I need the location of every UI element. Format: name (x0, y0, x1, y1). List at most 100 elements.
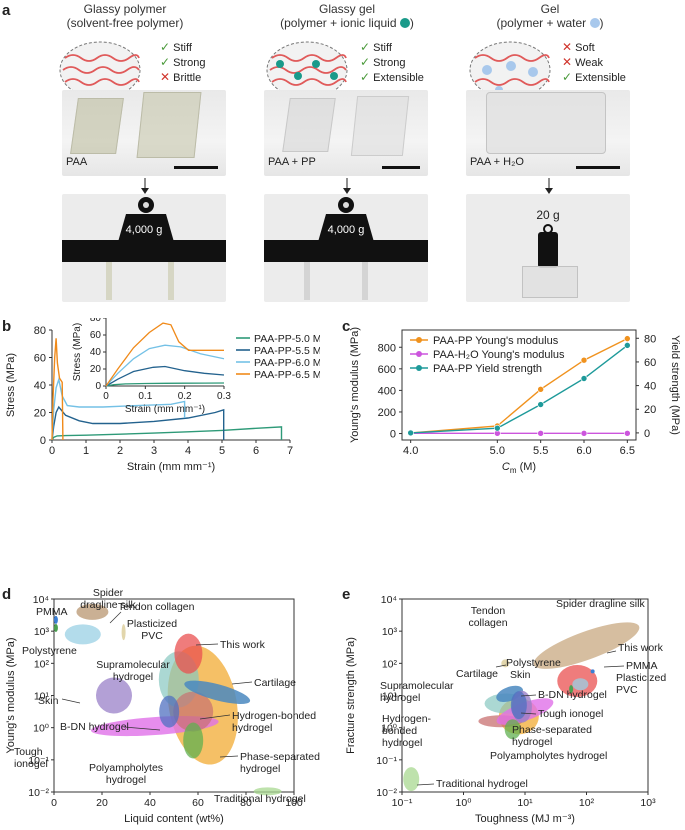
prop-text: Strong (373, 57, 406, 69)
inset-y-tick-label: 40 (90, 347, 102, 358)
region-label: Spider (93, 587, 124, 599)
x-tick-label: 10¹ (517, 797, 533, 809)
x-tick-label: 10⁻¹ (392, 797, 413, 809)
y-right-axis-label: Yield strength (MPa) (669, 335, 681, 435)
region-label: Tough (14, 746, 43, 758)
region-traditional-hydrogel (253, 787, 282, 796)
x-tick-label: 60 (192, 797, 204, 809)
paa-pp-sample-piece (350, 96, 410, 156)
x-tick-label: 6 (253, 445, 259, 457)
glassy-gel-schematic (266, 41, 348, 127)
region-skin (96, 677, 132, 714)
inset-y-tick-label: 80 (90, 318, 102, 324)
region-label: Tendon (471, 605, 506, 617)
paa-h2o-photo: PAA + H₂O (466, 90, 630, 176)
y-tick-label: 10³ (382, 626, 398, 638)
col1-subtitle-text: (solvent-free polymer) (66, 16, 184, 30)
region-label: Plasticized (616, 672, 666, 684)
region-this-work (174, 633, 203, 674)
leader-line (109, 611, 122, 624)
data-point (624, 430, 631, 437)
cross-icon: ✕ (562, 55, 573, 69)
y-tick-label: 0 (40, 435, 46, 447)
col1-title: Glassy polymer (solvent-free polymer) (30, 2, 220, 30)
beam (264, 240, 428, 262)
scale-bar (174, 166, 218, 169)
region-label: Cartilage (456, 668, 498, 680)
y-tick-label: 40 (34, 380, 46, 392)
col1-title-text: Glassy polymer (83, 2, 167, 16)
x-tick-label: 20 (96, 797, 108, 809)
y-tick-label: 10³ (34, 626, 50, 638)
weight-icon (318, 197, 374, 242)
series-line-PAA-PP-6.5 M (51, 338, 64, 441)
y-tick-label: 10⁰ (381, 723, 398, 735)
paa-pp-photo: PAA + PP (264, 90, 428, 176)
check-icon: ✓ (360, 55, 371, 69)
y-tick-label: 400 (378, 385, 396, 397)
region-polyampholytes-hydrogel (183, 722, 204, 759)
paa-pp-sample-piece (282, 98, 336, 152)
region-label: This work (220, 639, 266, 651)
region-plasticized-pvc (64, 624, 101, 645)
leader-line (606, 650, 617, 654)
prop-text: Strong (173, 57, 206, 69)
prop-text: Extensible (575, 72, 626, 84)
inset-series-line-PAA-PP-5.0 M (105, 382, 225, 387)
x-tick-label: 10² (579, 797, 595, 809)
region-label: This work (618, 642, 664, 654)
panel-c-label: c (342, 318, 351, 335)
down-arrow-icon (141, 178, 149, 194)
region-label: Hydrogen- (382, 713, 432, 725)
inset-y-axis-label: Stress (MPa) (72, 323, 83, 381)
col2-subtitle-text: (polymer + ionic liquid (280, 16, 397, 30)
prop-text: Soft (575, 42, 595, 54)
region-label: PVC (616, 684, 638, 696)
region-label: PMMA (626, 660, 658, 672)
region-polystyrene (53, 623, 58, 632)
y-tick-label: 10⁴ (381, 594, 397, 606)
region-label: Supramolecular (96, 659, 170, 671)
weight-label: 20 g (536, 208, 560, 222)
y-right-tick-label: 40 (644, 381, 656, 393)
region-label: hydrogel (512, 736, 552, 748)
col2-title-text: Glassy gel (318, 2, 376, 16)
x-tick-label: 4.0 (403, 445, 418, 457)
check-icon: ✓ (360, 40, 371, 54)
region-pmma (53, 615, 58, 624)
gel-block (522, 266, 578, 298)
x-tick-label: 40 (144, 797, 156, 809)
ashby-modulus-chart: 0 20 40 60 80 100 10⁻² 10⁻¹ 10⁰ 10¹ 10² 10³ 10⁴ Liqui… (5, 587, 320, 825)
x-tick-label: 1 (83, 445, 89, 457)
prop-row: ✕ Brittle (160, 70, 206, 85)
data-point (537, 430, 544, 437)
legend-label: PAA-PP-6.0 M (254, 357, 320, 369)
region-plasticized-pvc (572, 678, 589, 691)
data-point (580, 356, 588, 364)
leader-line (231, 681, 253, 685)
region-polystyrene (569, 685, 574, 694)
y-tick-label: 200 (378, 407, 396, 419)
photo-label: PAA (66, 156, 88, 168)
paa-h2o-sample-piece (486, 92, 606, 154)
modulus-concentration-chart: 4.0 5.0 5.5 6.0 6.5 0 200 400 600 800 0 20 40 60 80 Cm … (349, 327, 681, 475)
data-point (580, 430, 588, 437)
region-tendon-collagen (121, 624, 126, 641)
region-b-dn-hydrogel (510, 691, 527, 720)
region-hydrogen-bonded-hydrogel (173, 691, 214, 732)
y-tick-label: 10¹ (34, 691, 50, 703)
region-label: bonded (382, 725, 417, 737)
x-axis-label: Strain (mm mm⁻¹) (127, 461, 215, 473)
region-label: Cartilage (254, 677, 296, 689)
region-label: Plasticized (127, 618, 177, 630)
region-label: Supramolecular (380, 680, 454, 692)
region-spider-dragline-silk (76, 603, 109, 620)
region-b-dn-hydrogel (159, 695, 180, 728)
legend-label: PAA-H₂O Young's modulus (433, 349, 565, 361)
col2-title: Glassy gel (polymer + ionic liquid ) (252, 2, 442, 30)
prop-text: Stiff (173, 42, 192, 54)
region-label: Tough ionogel (538, 708, 603, 720)
data-point (624, 335, 631, 342)
region-label: Phase-separated (512, 724, 592, 736)
prop-row: ✕ Soft (562, 40, 626, 55)
